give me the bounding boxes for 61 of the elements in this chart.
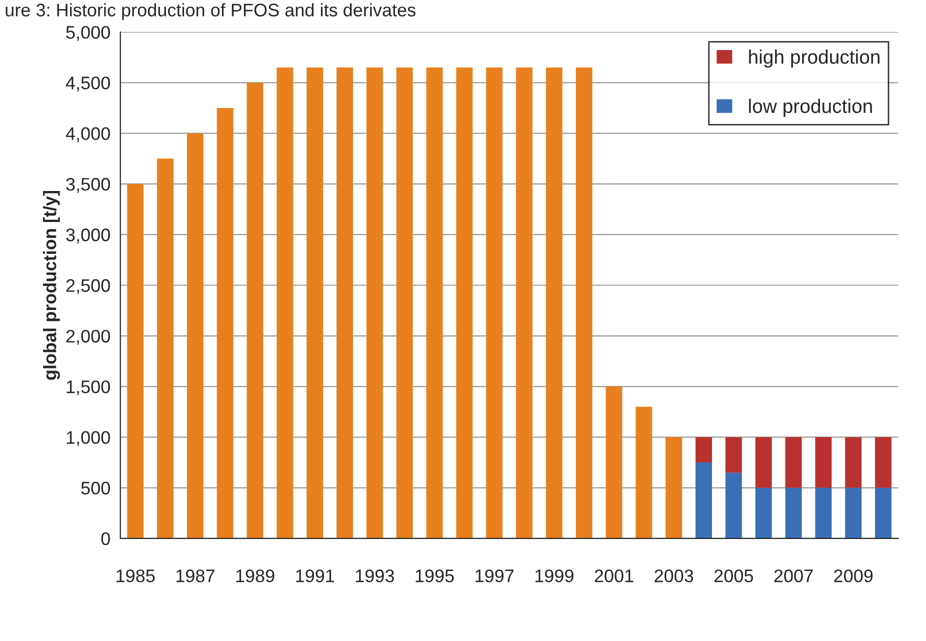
y-tick-label: 1,500 <box>66 380 110 396</box>
bar <box>606 386 622 538</box>
y-tick-label: 2,000 <box>66 330 110 345</box>
y-tick-label: 4,000 <box>66 127 110 142</box>
y-tick-label: 500 <box>81 482 110 495</box>
bar <box>696 462 712 538</box>
bar <box>845 488 862 538</box>
x-tick-label: 1989 <box>236 569 274 582</box>
bar <box>396 67 413 538</box>
bar <box>815 488 832 538</box>
bar <box>276 67 294 538</box>
chart-title: ure 3: Historic production of PFOS and its derivates <box>6 3 416 20</box>
bar <box>366 67 383 538</box>
y-tick-label: 3,500 <box>66 178 110 193</box>
x-tick-label: 2005 <box>714 569 754 582</box>
bar <box>755 488 772 538</box>
bar <box>845 437 862 488</box>
y-tick-label: 4,500 <box>66 76 110 92</box>
bar <box>725 472 742 538</box>
bar <box>666 437 682 538</box>
bar <box>785 488 802 538</box>
bar <box>336 67 353 538</box>
x-tick-label: 2007 <box>774 569 813 582</box>
x-tick-label: 1997 <box>476 569 514 582</box>
bar <box>157 158 174 538</box>
bar <box>216 108 234 538</box>
y-tick-label: 1,000 <box>66 431 110 446</box>
y-tick-label: 5,000 <box>66 26 110 41</box>
bar <box>696 437 712 462</box>
bar <box>486 67 503 538</box>
bar <box>546 67 562 538</box>
x-tick-label: 1995 <box>416 569 454 582</box>
bar <box>815 437 832 488</box>
x-tick-label: 2003 <box>654 569 694 582</box>
x-tick-label: 1993 <box>356 569 394 582</box>
bar <box>127 184 144 538</box>
y-tick-label: 0 <box>101 532 110 546</box>
y-axis-title: global production [t/y] <box>43 190 60 380</box>
legend-label: low production <box>749 98 872 117</box>
x-tick-label: 1991 <box>296 569 334 582</box>
x-tick-label: 2001 <box>594 569 634 582</box>
legend-label: high production <box>749 50 880 68</box>
x-tick-label: 1985 <box>116 569 155 582</box>
bar <box>456 67 473 538</box>
bar <box>875 437 892 488</box>
bar <box>755 437 772 488</box>
bar <box>246 82 264 538</box>
bar <box>516 67 532 538</box>
x-tick-label: 1999 <box>535 569 574 582</box>
y-tick-label: 2,500 <box>66 279 110 294</box>
bar <box>426 67 443 538</box>
x-tick-label: 1987 <box>176 569 214 582</box>
bar <box>875 488 892 538</box>
y-tick-label: 3,000 <box>66 228 110 244</box>
bar <box>725 437 742 473</box>
bar <box>186 133 204 538</box>
bar <box>785 437 802 488</box>
bar <box>576 67 592 538</box>
bar <box>306 67 324 538</box>
bar <box>636 406 652 538</box>
x-tick-label: 2009 <box>834 569 873 582</box>
